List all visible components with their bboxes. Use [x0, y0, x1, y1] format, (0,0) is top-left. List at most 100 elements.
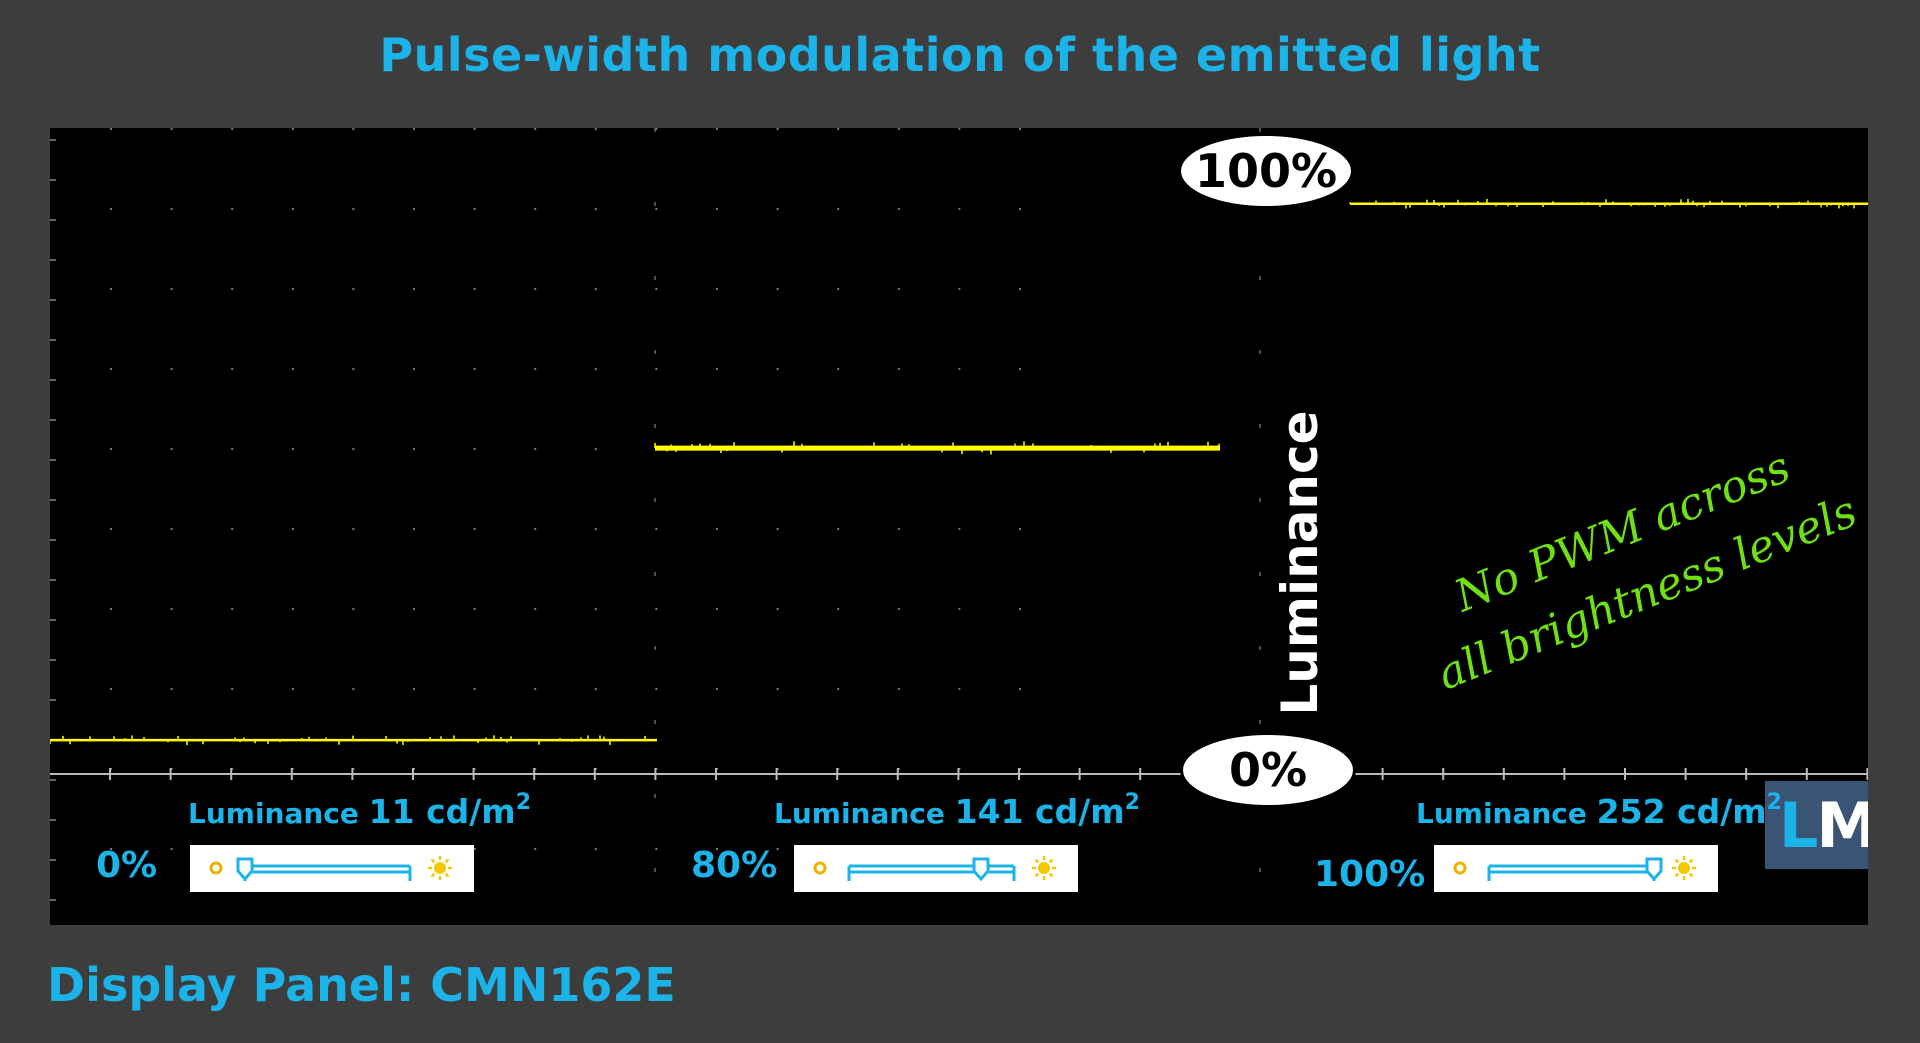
grid-dot [655, 688, 658, 690]
y-tick-100: 100% [1178, 133, 1354, 209]
grid-dot [897, 528, 900, 530]
grid-dot [837, 368, 840, 370]
grid-dot [655, 848, 658, 850]
grid-dot [655, 288, 658, 290]
grid-dot [776, 368, 779, 370]
luminance-label-2: Luminance 141 cd/m2 [774, 790, 1140, 831]
grid-dot [716, 288, 718, 290]
sun-large-icon [1032, 856, 1056, 880]
grid-dot [413, 528, 415, 530]
grid-dot [352, 288, 355, 290]
grid-dot [594, 128, 597, 130]
grid-dot [413, 688, 415, 690]
grid-dot [170, 288, 173, 290]
grid-dot [170, 128, 173, 130]
grid-dot [1019, 288, 1021, 290]
grid-dot [110, 448, 112, 450]
grid-dot [291, 448, 294, 450]
grid-dot [655, 528, 658, 530]
logo-letter-l: L [1778, 788, 1818, 862]
grid-dot [110, 528, 112, 530]
oscilloscope-plot: Luminance No PWM across all brightness l… [50, 128, 1868, 925]
y-tick-0: 0% [1180, 732, 1356, 808]
grid-dot [473, 608, 476, 610]
grid-dot [716, 208, 718, 210]
grid-dot [534, 528, 537, 530]
grid-dot [897, 368, 900, 370]
logo-letter-m: M [1816, 788, 1868, 862]
slider-handle [972, 857, 990, 882]
brightness-setting-2: 80% [691, 845, 778, 886]
grid-dot [534, 448, 537, 450]
sun-large-icon [428, 856, 452, 880]
grid-dot [534, 128, 537, 130]
y-axis-title: Luminance [1271, 410, 1329, 716]
grid-dot [231, 448, 234, 450]
grid-dot [897, 688, 900, 690]
grid-dot [1019, 528, 1021, 530]
grid-dot [897, 208, 900, 210]
grid-dot [413, 208, 415, 210]
grid-dot [473, 448, 476, 450]
grid-dot [110, 848, 112, 850]
grid-dot [170, 848, 173, 850]
luminance-label-3: Luminance 252 cd/m2 [1416, 790, 1782, 831]
grid-dot [110, 208, 112, 210]
grid-dot [170, 768, 173, 770]
grid-dot [170, 368, 173, 370]
sun-large-icon [1672, 856, 1696, 880]
grid-dot [231, 688, 234, 690]
grid-dot [897, 288, 900, 290]
grid-dot [352, 448, 355, 450]
grid-dot [473, 128, 476, 130]
grid-dot [716, 608, 718, 610]
grid-dot [716, 128, 718, 130]
grid-dot [352, 608, 355, 610]
grid-dot [1019, 688, 1021, 690]
grid-dot [716, 528, 718, 530]
grid-dot [716, 688, 718, 690]
grid-dot [170, 688, 173, 690]
grid-dot [291, 128, 294, 130]
grid-dot [110, 608, 112, 610]
grid-dot [897, 608, 900, 610]
grid-dot [958, 688, 961, 690]
luminance-value-1: 11 cd/m [368, 792, 516, 831]
grid-dot [958, 128, 961, 130]
grid-dot [594, 688, 597, 690]
grid-dot [655, 368, 658, 370]
grid-dot [291, 608, 294, 610]
grid-dot [534, 608, 537, 610]
grid-dot [837, 528, 840, 530]
slider-svg [209, 856, 452, 882]
grid-dot [594, 848, 597, 850]
plot-svg [50, 128, 1868, 925]
brightness-slider-2 [794, 845, 1078, 892]
grid-dot [231, 288, 234, 290]
grid-dot [291, 688, 294, 690]
slider-handle [236, 857, 254, 882]
grid-dot [170, 608, 173, 610]
grid-dot [170, 528, 173, 530]
grid-dot [958, 208, 961, 210]
sun-small-icon [209, 861, 223, 875]
grid-dot [291, 528, 294, 530]
grid-dot [534, 688, 537, 690]
grid-dot [413, 608, 415, 610]
grid-dot [413, 288, 415, 290]
grid-dot [655, 128, 658, 130]
grid-dot [958, 608, 961, 610]
grid-dot [534, 368, 537, 370]
grid-dot [110, 368, 112, 370]
brightness-slider-1 [190, 845, 474, 892]
grid-dot [413, 128, 415, 130]
grid-dot [958, 288, 961, 290]
display-panel-label: Display Panel: CMN162E [47, 958, 676, 1012]
grid-dot [594, 448, 597, 450]
grid-dot [594, 288, 597, 290]
luminance-word-2: Luminance [774, 797, 945, 830]
grid-dot [655, 208, 658, 210]
grid-dot [231, 528, 234, 530]
luminance-word-1: Luminance [188, 797, 359, 830]
grid-dot [1019, 608, 1021, 610]
